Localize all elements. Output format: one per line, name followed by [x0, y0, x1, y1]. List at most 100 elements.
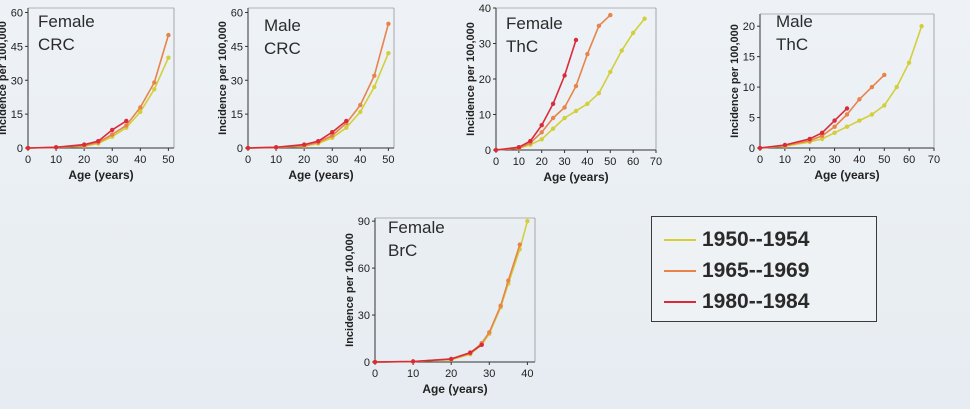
data-point — [516, 145, 522, 150]
x-tick-label: 0 — [493, 156, 499, 168]
data-point — [596, 91, 602, 96]
data-point — [528, 138, 533, 144]
x-tick-label: 30 — [106, 154, 118, 166]
y-tick-label: 10 — [743, 82, 755, 94]
x-tick-label: 30 — [558, 156, 570, 168]
data-point — [487, 330, 492, 335]
series-line-1980--1984 — [27, 120, 127, 149]
data-point — [539, 130, 544, 135]
data-point — [138, 109, 143, 115]
data-point — [330, 133, 335, 138]
data-point — [585, 51, 590, 57]
series-line-1965--1969 — [495, 14, 611, 151]
y-tick-label: 60 — [231, 8, 243, 20]
y-tick-label: 5 — [749, 113, 755, 125]
data-point — [757, 145, 763, 151]
data-point — [832, 124, 837, 129]
x-tick-label: 40 — [354, 154, 366, 166]
chart-title-line-2: CRC — [264, 39, 301, 58]
data-point — [479, 342, 484, 347]
data-point — [832, 118, 837, 123]
chart-title-line-2: CRC — [38, 35, 75, 54]
x-tick-label: 50 — [382, 154, 394, 166]
x-tick-label: 0 — [25, 154, 31, 166]
data-point — [372, 84, 377, 90]
data-point — [539, 137, 544, 142]
x-tick-label: 30 — [483, 368, 495, 380]
data-point — [894, 84, 899, 90]
x-tick-label: 30 — [326, 154, 338, 166]
x-tick-label: 60 — [627, 156, 639, 168]
data-point — [819, 130, 825, 135]
data-point — [166, 32, 171, 38]
x-axis-label: Age (years) — [68, 168, 133, 182]
data-point — [550, 115, 556, 121]
chart-female-brc-svg: 0 10 20 30 40 0 30 60 90 Age (years) Incidence per… — [344, 216, 536, 396]
x-tick-label: 10 — [513, 156, 525, 168]
legend-item-1965: 1965--1969 — [664, 258, 809, 284]
y-tick-label: 60 — [11, 8, 23, 20]
x-tick-label: 10 — [407, 368, 419, 380]
chart-male-thc-svg: 0 10 20 30 40 50 60 70 0 5 10 15 20 Age (years) Incide… — [729, 13, 940, 182]
legend-label: 1950--1954 — [702, 228, 810, 251]
chart-female-crc-svg: 0 10 20 30 40 50 0 15 30 45 60 Age (years) Incidence… — [0, 8, 175, 182]
y-tick-label: 0 — [237, 143, 243, 155]
legend-label: 1980--1984 — [702, 290, 810, 313]
data-point — [882, 72, 887, 78]
data-point — [844, 124, 850, 129]
chart-title-line-1: Female — [388, 218, 445, 237]
data-point — [138, 105, 143, 110]
y-tick-label: 0 — [364, 357, 370, 369]
y-tick-label: 30 — [11, 75, 23, 87]
x-tick-label: 40 — [134, 154, 146, 166]
y-tick-label: 0 — [485, 145, 491, 157]
data-point — [316, 139, 321, 144]
series-line-1950--1954 — [759, 25, 923, 149]
chart-female-crc: 0 10 20 30 40 50 0 15 30 45 60 Age (years) Incidence… — [0, 0, 215, 200]
data-point — [525, 218, 530, 224]
data-point — [919, 24, 924, 29]
data-point — [344, 125, 349, 130]
data-point — [608, 12, 613, 18]
y-axis-label: Incidence per 100,000 — [344, 233, 356, 347]
data-point — [608, 69, 613, 75]
data-point — [832, 130, 837, 135]
data-point — [562, 105, 567, 110]
series-line-1980--1984 — [759, 107, 848, 149]
y-tick-label: 30 — [479, 39, 491, 51]
chart-male-crc-svg: 0 10 20 30 40 50 0 15 30 45 60 Age (years) Incidence… — [217, 8, 395, 182]
y-tick-label: 15 — [11, 109, 23, 121]
x-tick-label: 20 — [536, 156, 548, 168]
chart-title-line-2: ThC — [506, 37, 539, 56]
data-point — [562, 115, 567, 121]
data-point — [630, 30, 636, 36]
data-point — [152, 80, 157, 85]
x-axis-label: Age (years) — [543, 170, 608, 184]
data-point — [819, 136, 825, 142]
chart-male-crc: 0 10 20 30 40 50 0 15 30 45 60 Age (years) Incidence… — [217, 0, 435, 200]
x-tick-label: 50 — [162, 154, 174, 166]
x-tick-label: 40 — [581, 156, 593, 168]
data-point — [53, 145, 59, 150]
x-tick-label: 20 — [445, 368, 457, 380]
data-point — [124, 118, 129, 124]
x-tick-label: 0 — [757, 154, 763, 166]
x-tick-label: 50 — [878, 154, 890, 166]
legend-item-1950: 1950--1954 — [664, 227, 809, 253]
chart-title-line-2: BrC — [388, 241, 418, 260]
y-tick-label: 15 — [743, 52, 755, 64]
data-point — [82, 142, 87, 147]
data-point — [857, 118, 862, 123]
y-tick-label: 20 — [743, 21, 755, 33]
data-point — [882, 103, 887, 108]
data-point — [449, 356, 454, 362]
series-line-1980--1984 — [247, 120, 347, 149]
x-tick-label: 20 — [804, 154, 816, 166]
data-point — [372, 359, 378, 365]
y-tick-label: 45 — [11, 41, 23, 53]
chart-title: Female ThC — [506, 12, 563, 58]
y-tick-label: 30 — [358, 310, 370, 322]
data-point — [596, 23, 602, 28]
x-tick-label: 70 — [928, 154, 940, 166]
